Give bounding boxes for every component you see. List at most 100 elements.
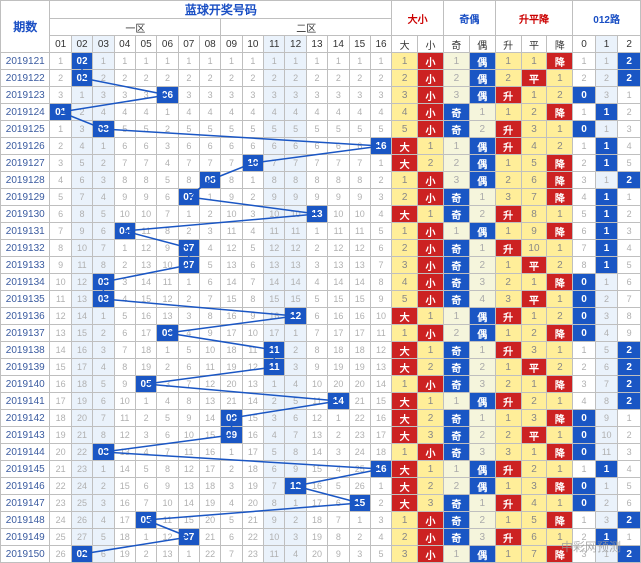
tag-qi: 奇 [443, 512, 469, 529]
ball-miss: 6 [264, 461, 285, 478]
ball-miss: 18 [328, 342, 349, 359]
ball-miss: 5 [306, 121, 327, 138]
data-row: 20191472325316710141942081176152大3奇1升410… [1, 495, 641, 512]
ball-miss: 12 [114, 427, 135, 444]
ball-miss: 10 [114, 206, 135, 223]
route-cell-2: 1 [618, 410, 641, 427]
tag-spj-2: 降 [547, 376, 573, 393]
ball-miss: 18 [114, 529, 135, 546]
ball-miss: 2 [114, 257, 135, 274]
route-cell-2: 4 [618, 461, 641, 478]
ball-miss: 10 [349, 206, 370, 223]
ball-miss: 2 [178, 291, 199, 308]
tag-qi: 1 [443, 138, 469, 155]
ball-miss: 7 [157, 444, 178, 461]
ball-miss: 16 [264, 308, 285, 325]
ball-miss: 7 [93, 240, 114, 257]
ball-miss: 16 [50, 376, 71, 393]
route-cell-1: 9 [595, 410, 617, 427]
ball-miss: 25 [71, 495, 92, 512]
ball-miss: 18 [306, 512, 327, 529]
data-row: 2019123313330633333333333小3偶升12031 [1, 87, 641, 104]
ball-hit: 03 [93, 444, 114, 461]
ball-miss: 8 [328, 529, 349, 546]
ball-miss: 19 [135, 359, 156, 376]
ball-miss: 17 [264, 325, 285, 342]
period-cell: 2019126 [1, 138, 50, 155]
ball-miss: 6 [200, 138, 221, 155]
tag-xiao: 3 [418, 495, 444, 512]
col-ball-08: 08 [200, 36, 221, 53]
route-cell-1: 1 [595, 138, 617, 155]
tag-ou: 偶 [469, 546, 495, 563]
route-cell-2: 4 [618, 240, 641, 257]
ball-miss: 1 [93, 53, 114, 70]
tag-spj-1: 1 [521, 308, 547, 325]
ball-miss: 15 [242, 410, 263, 427]
ball-miss: 7 [50, 223, 71, 240]
ball-miss: 2 [178, 223, 199, 240]
tag-da: 2 [392, 189, 418, 206]
tag-spj-0: 1 [495, 410, 521, 427]
route-cell-1: 1 [595, 206, 617, 223]
col-qi: 奇 [443, 36, 469, 53]
col-zone2: 二区 [221, 19, 392, 36]
ball-miss: 4 [50, 172, 71, 189]
data-row: 2019122202222222222222222小2偶2平1222 [1, 70, 641, 87]
ball-miss: 5 [135, 461, 156, 478]
ball-miss: 1 [328, 53, 349, 70]
tag-xiao: 小 [418, 291, 444, 308]
ball-hit: 09 [221, 410, 242, 427]
data-row: 20191502602619213122723114209353小1偶17降31… [1, 546, 641, 563]
ball-miss: 13 [157, 546, 178, 563]
ball-miss: 4 [370, 104, 391, 121]
tag-da: 2 [392, 70, 418, 87]
ball-miss: 13 [242, 376, 263, 393]
ball-miss: 3 [135, 87, 156, 104]
tag-spj-0: 升 [495, 240, 521, 257]
route-cell-2: 2 [618, 546, 641, 563]
route-cell-0: 1 [573, 342, 595, 359]
data-row: 201913391182131007513613133131373小奇21平28… [1, 257, 641, 274]
ball-miss: 4 [285, 104, 306, 121]
ball-hit: 11 [264, 342, 285, 359]
route-cell-1: 1 [595, 121, 617, 138]
tag-ou: 偶 [469, 325, 495, 342]
tag-xiao: 小 [418, 512, 444, 529]
ball-miss: 4 [178, 325, 199, 342]
ball-hit: 08 [200, 172, 221, 189]
tag-xiao: 小 [418, 529, 444, 546]
ball-miss: 2 [93, 70, 114, 87]
ball-miss: 7 [93, 410, 114, 427]
ball-miss: 6 [306, 138, 327, 155]
ball-miss: 17 [135, 325, 156, 342]
tag-xiao: 小 [418, 240, 444, 257]
ball-miss: 13 [157, 308, 178, 325]
ball-miss: 15 [349, 291, 370, 308]
ball-miss: 9 [157, 478, 178, 495]
tag-spj-1: 平 [521, 70, 547, 87]
ball-miss: 9 [370, 291, 391, 308]
ball-miss: 2 [285, 342, 306, 359]
data-row: 2019140161859053712201314102020141小奇321降… [1, 376, 641, 393]
ball-hit: 06 [157, 87, 178, 104]
tag-ou: 2 [469, 206, 495, 223]
tag-qi: 奇 [443, 342, 469, 359]
tag-da: 大 [392, 359, 418, 376]
tag-ou: 3 [469, 376, 495, 393]
ball-miss: 4 [370, 529, 391, 546]
ball-miss: 4 [114, 291, 135, 308]
tag-spj-1: 平 [521, 359, 547, 376]
tag-xiao: 1 [418, 308, 444, 325]
route-cell-0: 1 [573, 461, 595, 478]
tag-ou: 偶 [469, 172, 495, 189]
ball-miss: 8 [306, 342, 327, 359]
ball-miss: 19 [328, 359, 349, 376]
ball-miss: 7 [349, 155, 370, 172]
period-cell: 2019148 [1, 512, 50, 529]
tag-spj-2: 降 [547, 325, 573, 342]
tag-spj-1: 5 [521, 155, 547, 172]
route-cell-2: 2 [618, 427, 641, 444]
ball-miss: 12 [221, 240, 242, 257]
ball-miss: 1 [349, 53, 370, 70]
